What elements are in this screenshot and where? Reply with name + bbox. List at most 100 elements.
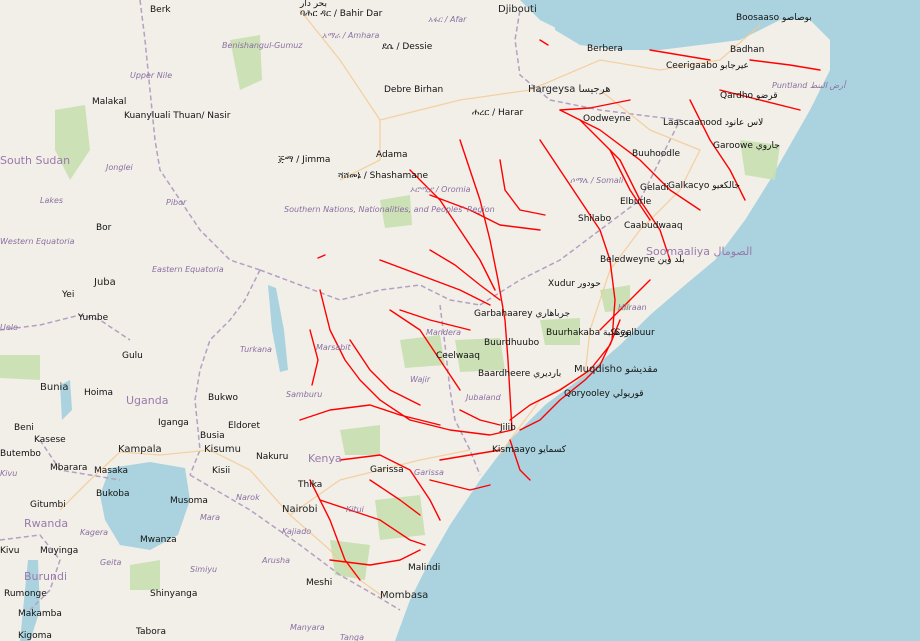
place-label: Shilabo [578,214,612,224]
place-label: Marsabit [316,343,351,352]
place-label: አማራ / Amhara [322,31,379,40]
place-label: Iganga [158,418,189,428]
place-label: Jilib [499,423,516,433]
place-label: Buurdhuubo [484,338,540,348]
place-label: Nairobi [282,504,318,515]
place-label: Garbahaarey جرباهاري [474,309,570,319]
place-label: Garissa [414,468,444,477]
place-label: Baardheere بارديري [478,369,561,379]
place-label: Kisumu [204,444,241,455]
place-label: Kismaayo كسمايو [492,445,567,455]
place-label: Jonglei [104,163,134,172]
place-label: Bukoba [96,489,130,499]
place-label: Beni [14,423,34,433]
gulf-of-aden [520,0,810,40]
lake-albert [60,380,72,420]
place-label: Turkana [240,345,272,354]
place-label: ሶማሌ / Somali [570,176,624,185]
place-label: Geita [100,558,121,567]
place-label: Kenya [308,452,342,465]
place-label: Gulu [122,351,143,361]
place-label: Ceelbuur [614,328,655,338]
place-label: Kuanyluali Thuan/ Nasir [124,111,231,121]
place-label: ደሴ / Dessie [382,42,433,52]
place-label: Eldoret [228,421,260,431]
place-label: Eastern Equatoria [152,265,224,274]
place-label: Bunia [40,382,68,393]
place-label: Hoima [84,388,113,398]
place-label: Soomaaliya الصومال [646,245,752,258]
place-label: Debre Birhan [384,85,443,95]
place-label: Kivu [0,469,17,478]
place-label: Elburle [620,197,652,207]
place-label: Kajiado [282,527,311,536]
place-label: Bor [96,223,112,233]
place-label: Gitumbi [30,500,66,510]
place-label: Berbera [587,44,623,54]
place-label: Kampala [118,444,162,455]
place-label: بحر دار [299,0,327,9]
place-label: Wajir [410,375,431,384]
place-label: Kasese [34,435,66,445]
place-label: Butembo [0,449,41,459]
country-borders [0,0,682,611]
place-label: Buurhakaba بورهكبة [546,328,632,338]
place-label: Garissa [370,465,404,475]
place-label: Busia [200,431,225,441]
place-label: Malindi [408,563,440,573]
place-label: Thika [297,480,322,490]
place-label: Manyara [290,623,325,632]
place-label: Muyinga [40,546,78,556]
place-label: Narok [236,493,260,502]
place-label: Shinyanga [150,589,197,599]
place-label: Samburu [286,390,322,399]
place-label: Caabudwaaq [624,221,683,231]
place-label: Tabora [135,627,166,637]
place-label: ባሕር ዳር / Bahir Dar [300,9,383,19]
place-label: Buuhoodle [632,149,681,159]
place-label: Tanga [340,633,364,641]
place-label: Bukwo [208,393,238,403]
place-label: Arusha [261,556,290,565]
place-label: Meshi [306,578,332,588]
place-label: Masaka [94,466,128,476]
lake-victoria [100,462,190,550]
place-label: Kigoma [18,631,52,641]
place-label: ሐረር / Harar [472,108,523,118]
place-label: Geladi [640,183,669,193]
place-label: Xudur حودور [548,279,601,289]
place-label: Kisii [212,466,230,476]
place-label: Badhan [730,45,764,55]
place-label: Kagera [80,528,108,537]
place-label: Mbarara [50,463,87,473]
place-label: Mwanza [140,535,177,545]
place-label: Malakal [92,97,126,107]
place-label: Uganda [126,394,168,407]
indian-ocean [395,0,920,641]
place-label: Kivu [0,546,19,556]
place-label: Makamba [18,609,62,619]
place-label: Upper Nile [130,71,172,80]
place-label: Yumbe [77,313,109,323]
place-label: Rwanda [24,517,68,530]
place-label: Mara [200,513,220,522]
place-label: Simiyu [190,565,217,574]
place-label: Djibouti [498,4,537,15]
place-label: Puntland أرض البنط [772,80,847,90]
place-label: Laascaanood لاس عانود [663,118,763,128]
place-label: South Sudan [0,154,70,167]
place-label: Muqdisho مقديشو [574,364,658,375]
place-label: Uele [0,323,18,332]
place-label: Nakuru [256,452,288,462]
place-label: Benishangul-Gumuz [222,41,303,50]
lake-turkana [268,285,288,372]
place-label: አፋር / Afar [428,15,467,24]
river-network [299,39,821,581]
place-label: Qoryooley قوريولي [564,389,644,399]
place-label: Lakes [40,196,63,205]
lake-tanganyika [20,560,40,641]
place-label: Rumonge [4,589,47,599]
